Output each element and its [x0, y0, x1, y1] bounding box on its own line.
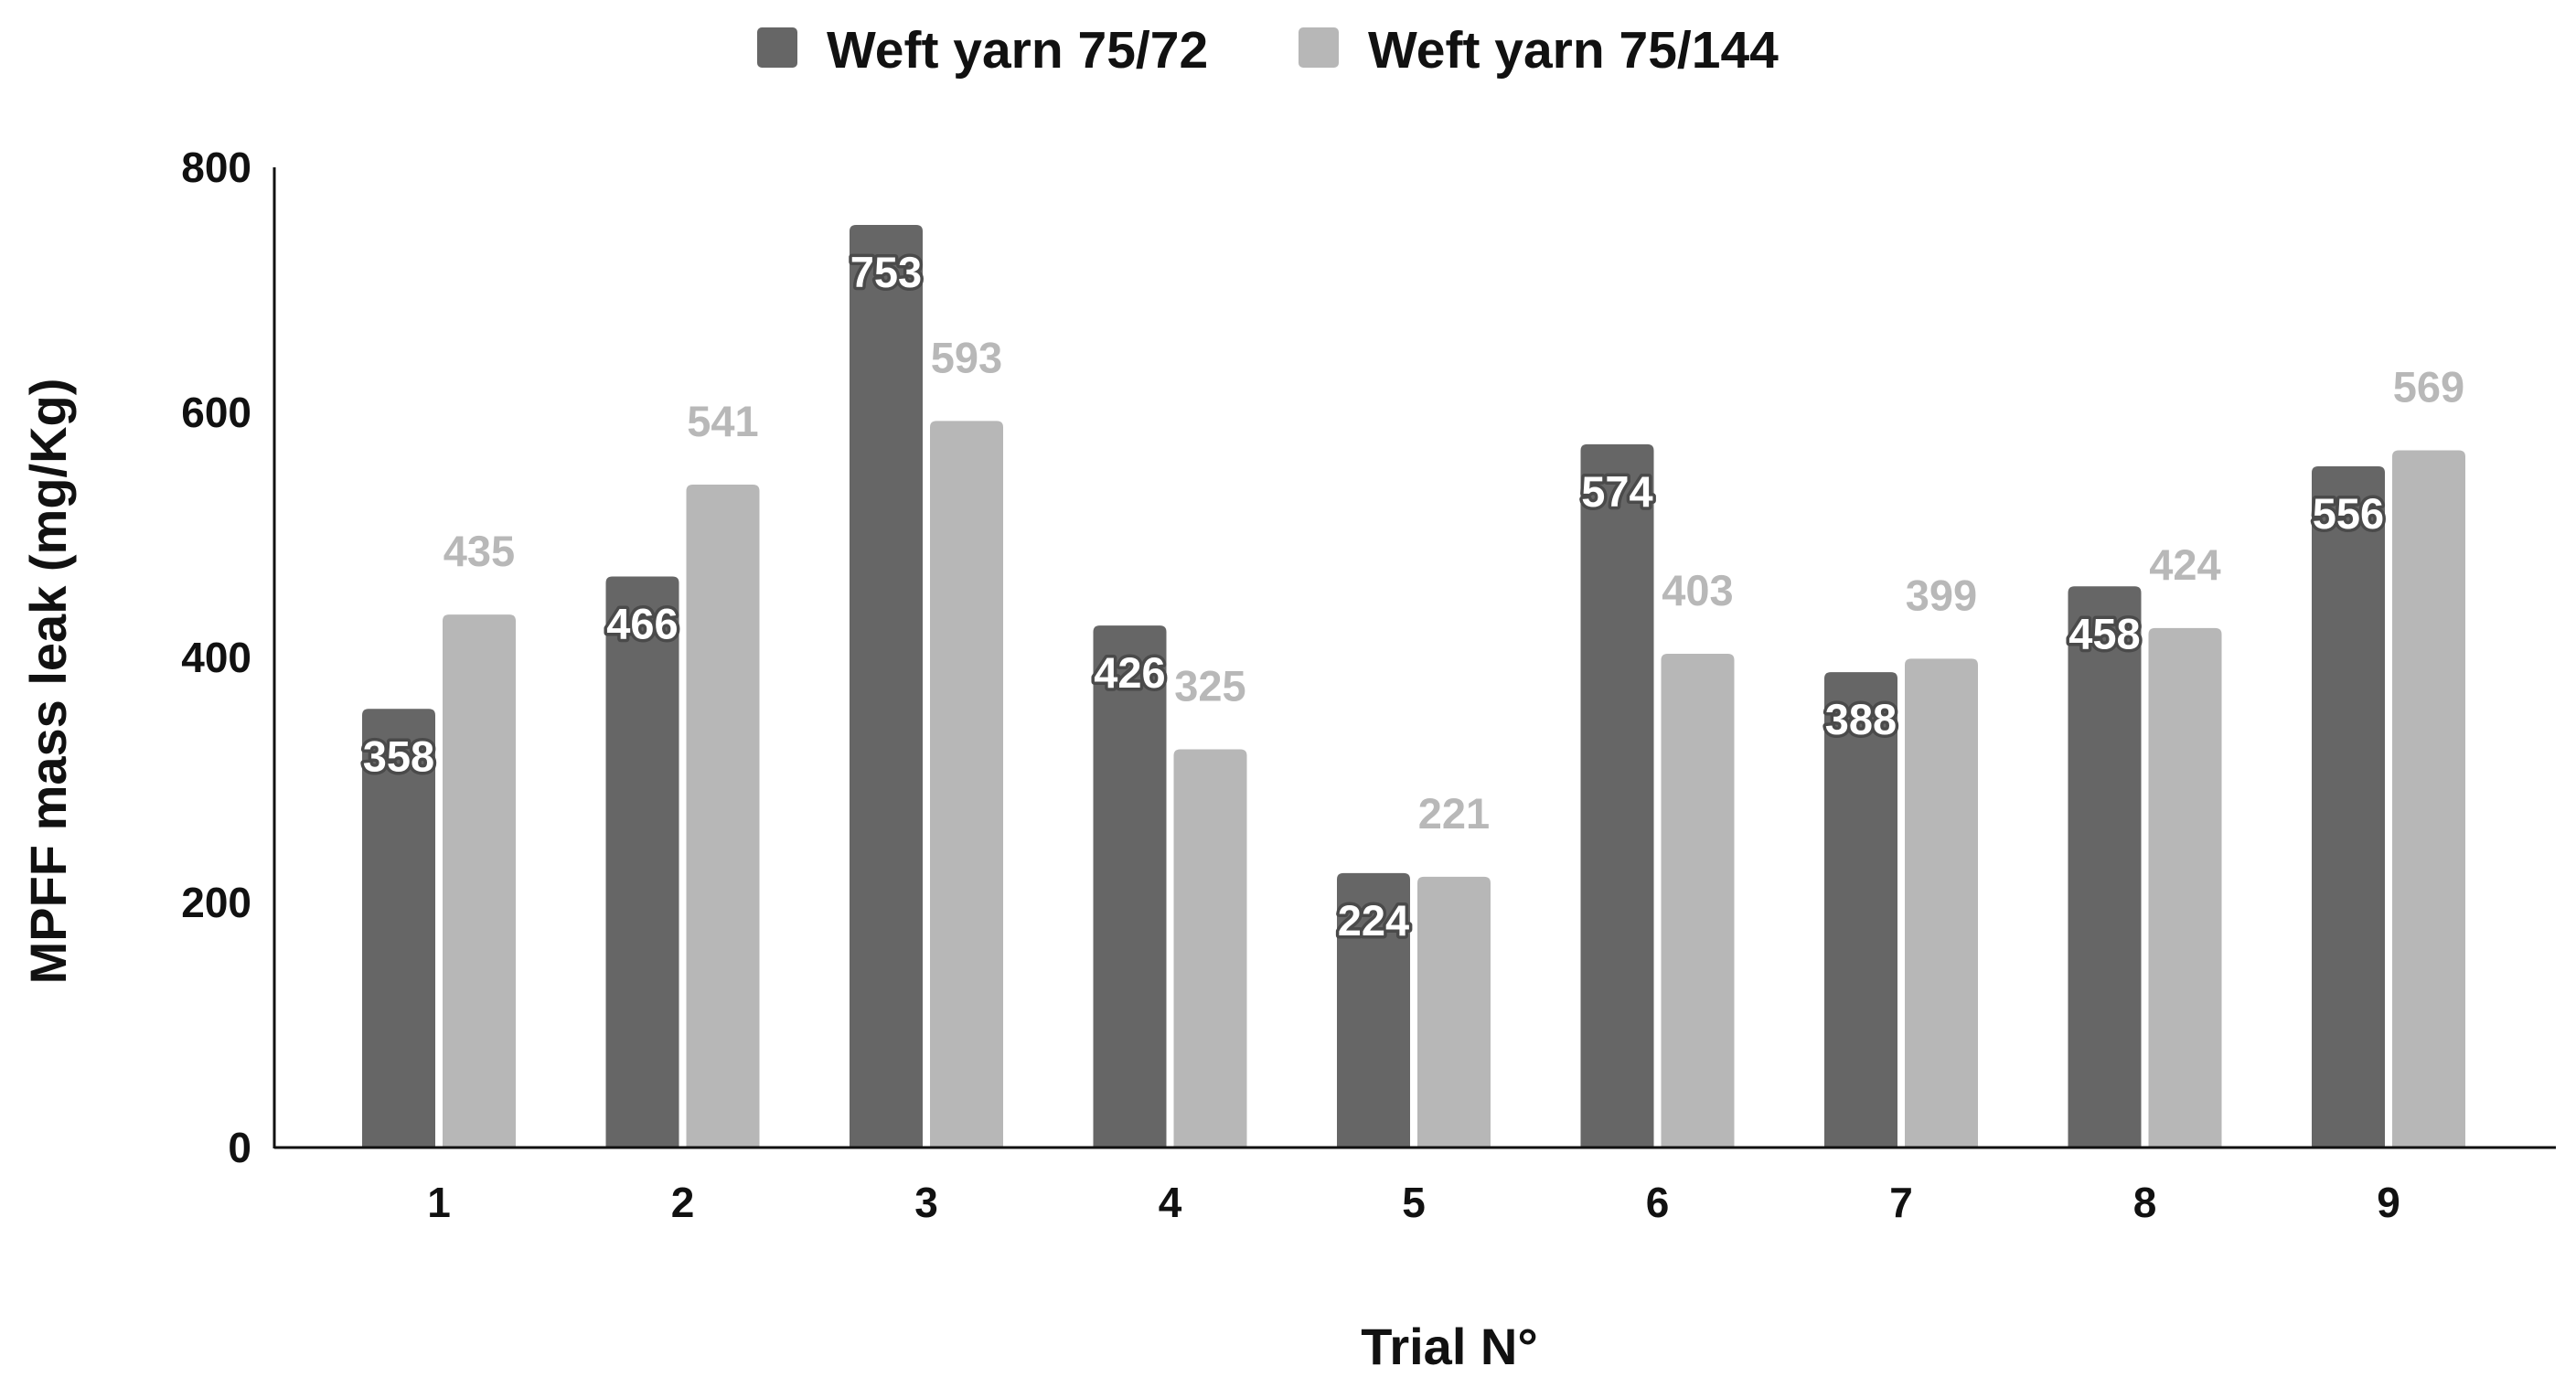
bar-series2-trial-7 — [1905, 658, 1978, 1148]
data-label-series1-trial-6: 574 — [1581, 467, 1652, 516]
bar-series2-trial-8 — [2148, 627, 2222, 1148]
y-axis-title: MPFF mass leak (mg/Kg) — [19, 379, 77, 985]
bar-series1-trial-2 — [605, 576, 679, 1148]
bar-series1-trial-5 — [1337, 872, 1410, 1148]
x-axis-title: Trial N° — [1361, 1318, 1538, 1375]
bar-series2-trial-1 — [443, 614, 516, 1148]
bar-series2-trial-5 — [1417, 876, 1491, 1148]
bar-series1-trial-7 — [1824, 672, 1897, 1148]
data-label-series1-trial-1: 358 — [363, 731, 434, 780]
bar-series1-trial-3 — [850, 224, 923, 1148]
y-tick-label-0: 0 — [228, 1124, 251, 1171]
bars-group — [362, 224, 2465, 1148]
data-label-series1-trial-7: 388 — [1825, 695, 1897, 743]
bar-series1-trial-4 — [1093, 625, 1167, 1148]
bar-series1-trial-8 — [2068, 586, 2142, 1148]
x-tick-label-1: 1 — [427, 1179, 451, 1226]
legend-label-series1: Weft yarn 75/72 — [827, 21, 1208, 80]
x-tick-label-9: 9 — [2377, 1179, 2400, 1226]
bar-series2-trial-3 — [930, 421, 1003, 1148]
data-label-series2-trial-8: 424 — [2149, 540, 2220, 589]
data-label-series2-trial-7: 399 — [1906, 571, 1977, 619]
y-tick-label-400: 400 — [181, 634, 251, 681]
axes-group: 1 2 3 4 5 6 7 8 9 0 200 400 600 800 — [181, 144, 2556, 1226]
y-tick-label-800: 800 — [181, 144, 251, 191]
legend-swatch-series1 — [757, 27, 797, 68]
data-label-series1-trial-2: 466 — [606, 600, 678, 648]
legend-label-series2: Weft yarn 75/144 — [1368, 21, 1779, 80]
bar-series2-trial-2 — [686, 485, 760, 1148]
bar-series2-trial-9 — [2392, 450, 2465, 1148]
data-label-series1-trial-5: 224 — [1338, 896, 1409, 945]
bar-series1-trial-1 — [362, 709, 435, 1148]
data-label-series2-trial-6: 403 — [1662, 566, 1733, 614]
data-label-series1-trial-9: 556 — [2313, 489, 2384, 538]
x-tick-label-4: 4 — [1159, 1179, 1182, 1226]
x-tick-label-8: 8 — [2133, 1179, 2157, 1226]
bar-series2-trial-4 — [1173, 749, 1247, 1148]
y-tick-label-200: 200 — [181, 879, 251, 926]
data-label-series1-trial-8: 458 — [2068, 609, 2140, 657]
bar-series1-trial-6 — [1580, 443, 1654, 1148]
data-label-series2-trial-2: 541 — [687, 397, 758, 445]
x-tick-label-5: 5 — [1402, 1179, 1426, 1226]
x-tick-label-2: 2 — [671, 1179, 695, 1226]
y-tick-label-600: 600 — [181, 389, 251, 436]
data-label-series1-trial-4: 426 — [1094, 648, 1165, 697]
data-label-series2-trial-4: 325 — [1174, 662, 1245, 710]
data-label-series2-trial-9: 569 — [2393, 363, 2464, 411]
data-label-series1-trial-3: 753 — [850, 248, 922, 296]
data-label-series2-trial-5: 221 — [1418, 789, 1490, 838]
legend-swatch-series2 — [1299, 27, 1339, 68]
data-label-series2-trial-1: 435 — [444, 527, 515, 575]
legend: Weft yarn 75/72 Weft yarn 75/144 — [757, 21, 1779, 80]
bar-series1-trial-9 — [2312, 465, 2385, 1148]
x-tick-label-3: 3 — [914, 1179, 938, 1226]
x-tick-label-6: 6 — [1646, 1179, 1670, 1226]
x-tick-label-7: 7 — [1889, 1179, 1913, 1226]
bar-series2-trial-6 — [1661, 653, 1735, 1148]
data-label-series2-trial-3: 593 — [931, 333, 1002, 381]
